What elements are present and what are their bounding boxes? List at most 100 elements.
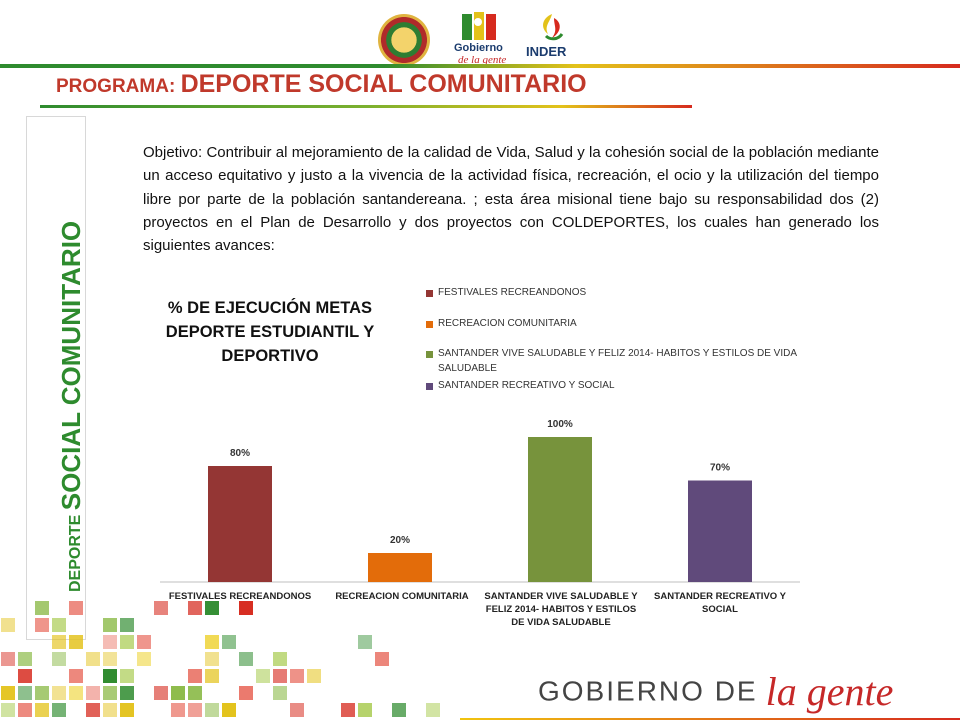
decorative-tile [69,601,83,615]
decorative-tile [290,669,304,683]
title-underline [40,105,692,108]
decorative-tile [18,669,32,683]
decorative-tiles [1,601,440,717]
decorative-tile [222,635,236,649]
decorative-tile [103,686,117,700]
gobierno-de-la-gente-logo: Gobierno de la gente [448,12,508,68]
program-label: PROGRAMA: [56,76,181,97]
decorative-tile [205,669,219,683]
decorative-tile [273,686,287,700]
footer-divider [460,718,960,720]
inder-logo-text: INDER [526,44,567,59]
bar-value-label: 100% [547,419,573,430]
decorative-tile [120,618,134,632]
decorative-tile [1,686,15,700]
decorative-tile [273,652,287,666]
decorative-tile [120,669,134,683]
legend-item: SANTANDER RECREATIVO Y SOCIAL [426,380,818,393]
decorative-tile [103,635,117,649]
decorative-tile [52,652,66,666]
decorative-tile [18,686,32,700]
footer-gobierno-text: GOBIERNO DE [538,675,758,707]
inder-logo: INDER [520,12,580,68]
bar [688,480,752,582]
decorative-tile [52,635,66,649]
decorative-tile [188,669,202,683]
decorative-tile [426,703,440,717]
decorative-tile [239,686,253,700]
decorative-tile [35,703,49,717]
bar-value-label: 70% [710,463,730,474]
decorative-tile [307,669,321,683]
legend-item: RECREACION COMUNITARIA [426,318,818,331]
decorative-tile [69,635,83,649]
decorative-tile [103,652,117,666]
de-la-gente-logo-text: de la gente [458,54,507,66]
legend-swatch [426,383,433,390]
decorative-tile [86,703,100,717]
x-tick-label: SANTANDER VIVE SALUDABLE Y FELIZ 2014- H… [484,591,638,628]
decorative-tile [205,652,219,666]
decorative-tile [52,703,66,717]
decorative-tile [392,703,406,717]
objective-paragraph: Objetivo: Contribuir al mejoramiento de … [143,144,879,255]
decorative-tile [188,703,202,717]
decorative-tile [1,652,15,666]
gobierno-logo-text: Gobierno [454,42,503,54]
decorative-tile [205,635,219,649]
decorative-tile [188,686,202,700]
decorative-tile [52,618,66,632]
legend-swatch [426,321,433,328]
decorative-tile [69,686,83,700]
decorative-tile [341,703,355,717]
decorative-tile [86,686,100,700]
decorative-tile [239,601,253,615]
decorative-tile [137,652,151,666]
bar [528,437,592,582]
decorative-tile [52,686,66,700]
decorative-tile [239,652,253,666]
decorative-tile [120,635,134,649]
footer-gente-text: la gente [765,669,894,714]
decorative-tile [69,669,83,683]
decorative-tile [358,703,372,717]
decorative-tile [35,618,49,632]
legend-swatch [426,351,433,358]
legend-label: FESTIVALES RECREANDONOS [438,287,587,298]
legend-item: SANTANDER VIVE SALUDABLE Y FELIZ 2014- H… [426,348,818,376]
header-logos: Gobierno de la gente INDER [370,8,600,68]
decorative-tile [18,652,32,666]
santander-seal-logo [378,14,430,66]
decorative-tile [154,601,168,615]
page-title: PROGRAMA: DEPORTE SOCIAL COMUNITARIO [56,70,587,99]
decorative-tile [103,618,117,632]
chart-title: % DE EJECUCIÓN METAS DEPORTE ESTUDIANTIL… [165,299,375,365]
decorative-tile [375,652,389,666]
footer-brand-logo: GOBIERNO DE la gente [538,668,893,715]
decorative-tile [171,686,185,700]
decorative-tile [86,652,100,666]
legend-swatch [426,290,433,297]
decorative-tile [103,703,117,717]
decorative-tile [171,703,185,717]
legend-item: FESTIVALES RECREANDONOS [426,287,818,300]
x-tick-label: SANTANDER RECREATIVO Y SOCIAL [654,591,786,615]
program-name: DEPORTE SOCIAL COMUNITARIO [180,70,587,98]
x-tick-label: RECREACION COMUNITARIA [335,591,469,602]
decorative-tile [1,703,15,717]
decorative-tile [358,635,372,649]
decorative-tile [120,703,134,717]
decorative-tile [273,669,287,683]
header-divider [0,64,960,68]
x-tick-label: FESTIVALES RECREANDONOS [168,591,312,602]
bar-value-label: 20% [390,535,410,546]
bar [208,466,272,582]
decorative-tile [137,635,151,649]
decorative-tile [222,703,236,717]
decorative-tile [18,703,32,717]
decorative-tile [290,703,304,717]
bar [368,553,432,582]
decorative-tile [205,601,219,615]
decorative-tile [205,703,219,717]
